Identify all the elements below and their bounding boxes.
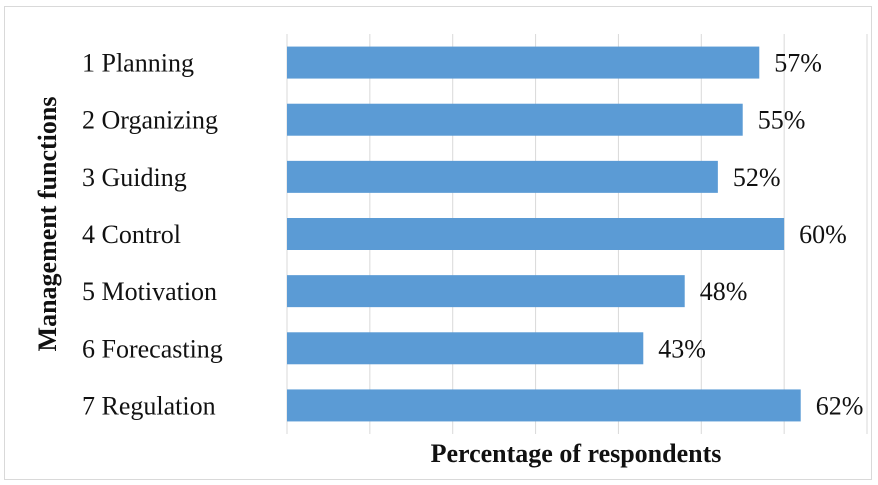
category-label: 6 Forecasting <box>82 334 223 363</box>
bar <box>287 103 743 136</box>
value-label: 48% <box>700 277 748 306</box>
value-label: 57% <box>774 49 822 78</box>
value-labels: 57% 55% 52% 60% 48% 43% 62% <box>658 49 863 421</box>
bar <box>287 332 644 365</box>
bar <box>287 160 718 193</box>
bar <box>287 275 685 308</box>
category-label: 4 Control <box>82 220 181 249</box>
category-label: 1 Planning <box>82 49 194 78</box>
value-label: 55% <box>758 106 806 135</box>
bar <box>287 46 760 79</box>
y-axis-title: Management functions <box>33 97 62 352</box>
x-axis-title: Percentage of respondents <box>431 439 722 468</box>
category-label: 5 Motivation <box>82 277 217 306</box>
value-label: 43% <box>658 334 706 363</box>
category-label: 2 Organizing <box>82 106 218 135</box>
bars <box>287 46 801 422</box>
value-label: 52% <box>733 163 781 192</box>
bar <box>287 389 801 422</box>
category-label: 3 Guiding <box>82 163 187 192</box>
value-label: 60% <box>799 220 847 249</box>
category-label: 7 Regulation <box>82 391 216 420</box>
value-label: 62% <box>816 391 864 420</box>
bar <box>287 218 785 250</box>
category-labels: 1 Planning 2 Organizing 3 Guiding 4 Control… <box>82 49 223 421</box>
